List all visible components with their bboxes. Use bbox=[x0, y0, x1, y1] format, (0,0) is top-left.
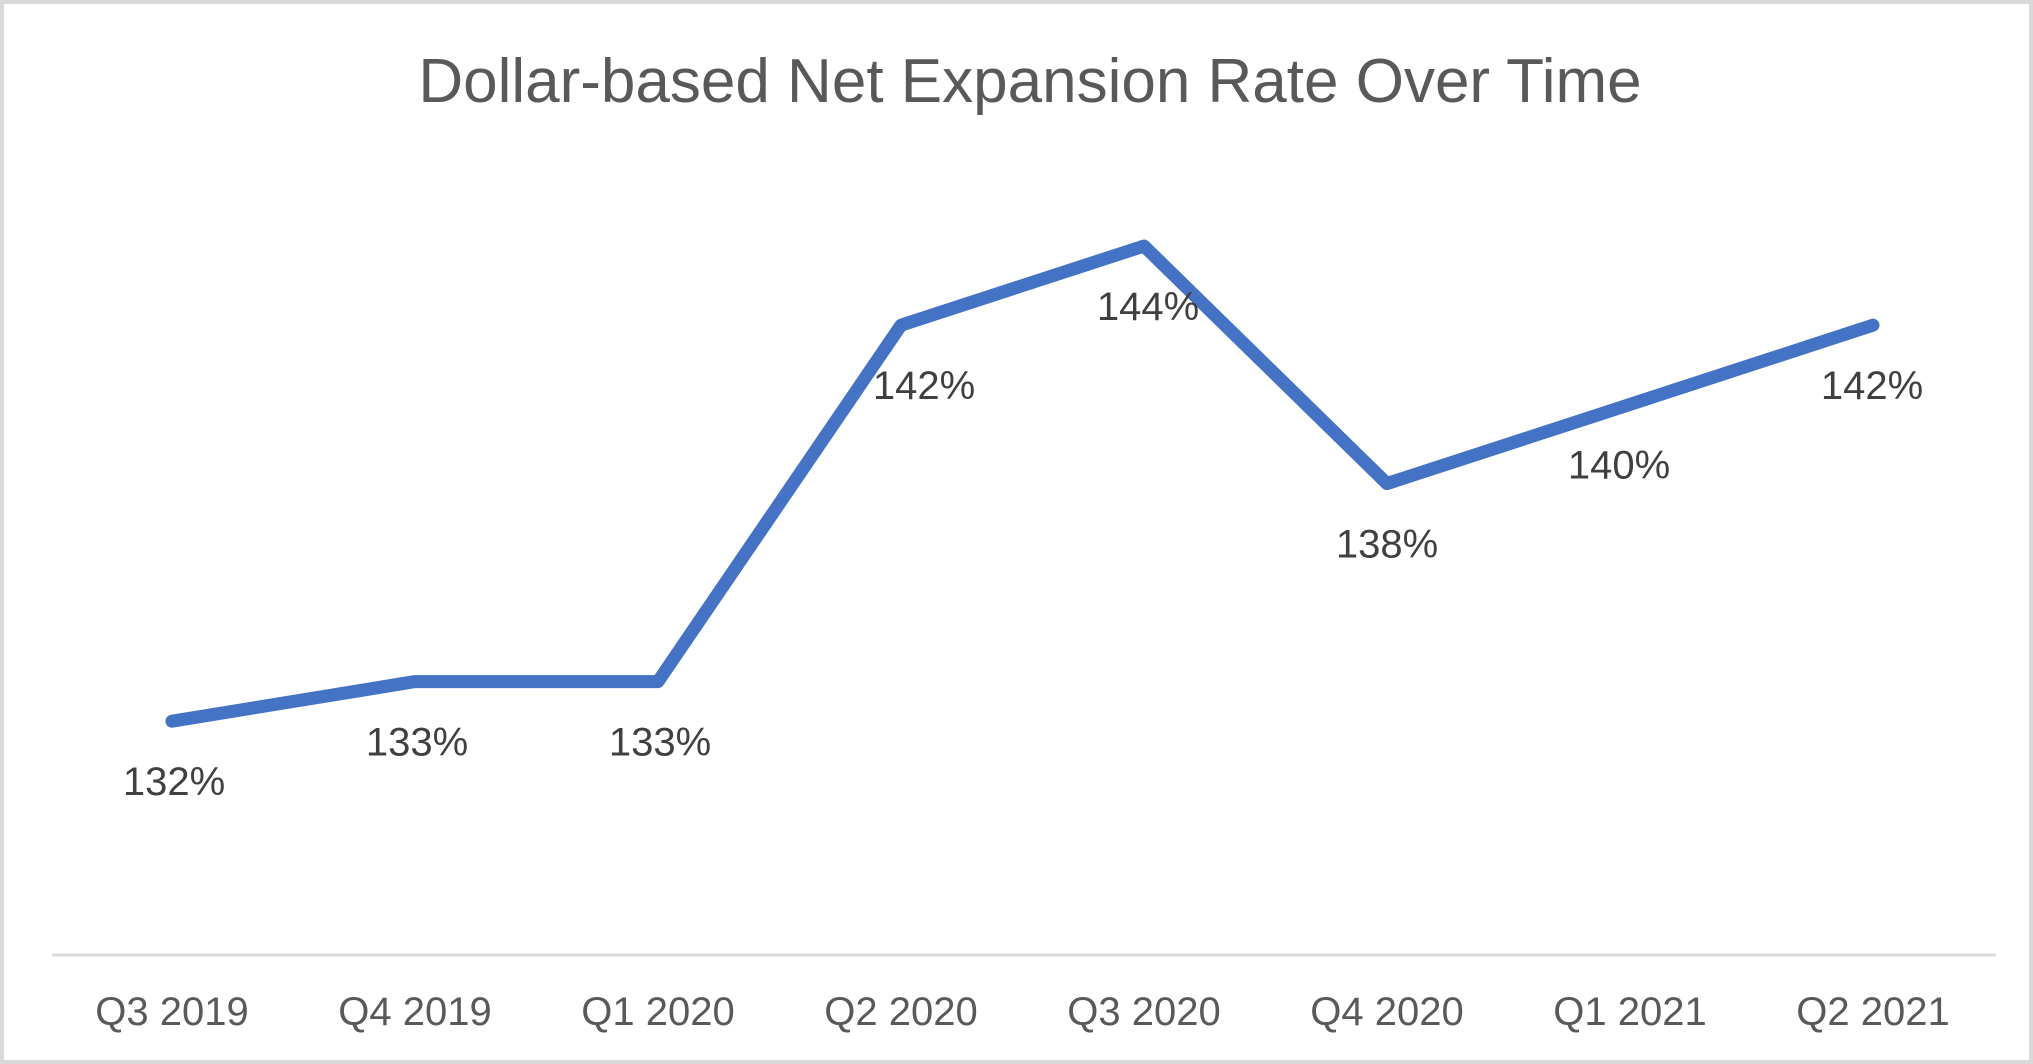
data-label: 144% bbox=[1097, 285, 1199, 329]
x-axis-tick-label: Q3 2019 bbox=[95, 990, 248, 1034]
x-axis-labels-group: Q3 2019 Q4 2019 Q1 2020 Q2 2020 Q3 2020 Q4 20… bbox=[95, 990, 1949, 1034]
data-label: 142% bbox=[1821, 364, 1923, 408]
data-label: 142% bbox=[873, 364, 975, 408]
x-axis-tick-label: Q1 2021 bbox=[1553, 990, 1706, 1034]
data-label: 132% bbox=[123, 760, 225, 804]
x-axis-tick-label: Q1 2020 bbox=[581, 990, 734, 1034]
series-line bbox=[165, 239, 1880, 728]
data-label: 138% bbox=[1336, 523, 1438, 567]
chart-title: Dollar-based Net Expansion Rate Over Tim… bbox=[418, 47, 1641, 116]
x-axis-tick-label: Q2 2020 bbox=[824, 990, 977, 1034]
data-labels-group: 132% 133% 133% 142% 144% 138% 140% 142% bbox=[123, 285, 1923, 804]
x-axis-tick-label: Q2 2021 bbox=[1796, 990, 1949, 1034]
x-axis-tick-label: Q3 2020 bbox=[1067, 990, 1220, 1034]
data-label: 140% bbox=[1568, 443, 1670, 487]
x-axis-tick-label: Q4 2019 bbox=[338, 990, 491, 1034]
data-label: 133% bbox=[366, 721, 468, 765]
x-axis-tick-label: Q4 2020 bbox=[1310, 990, 1463, 1034]
data-label: 133% bbox=[609, 721, 711, 765]
